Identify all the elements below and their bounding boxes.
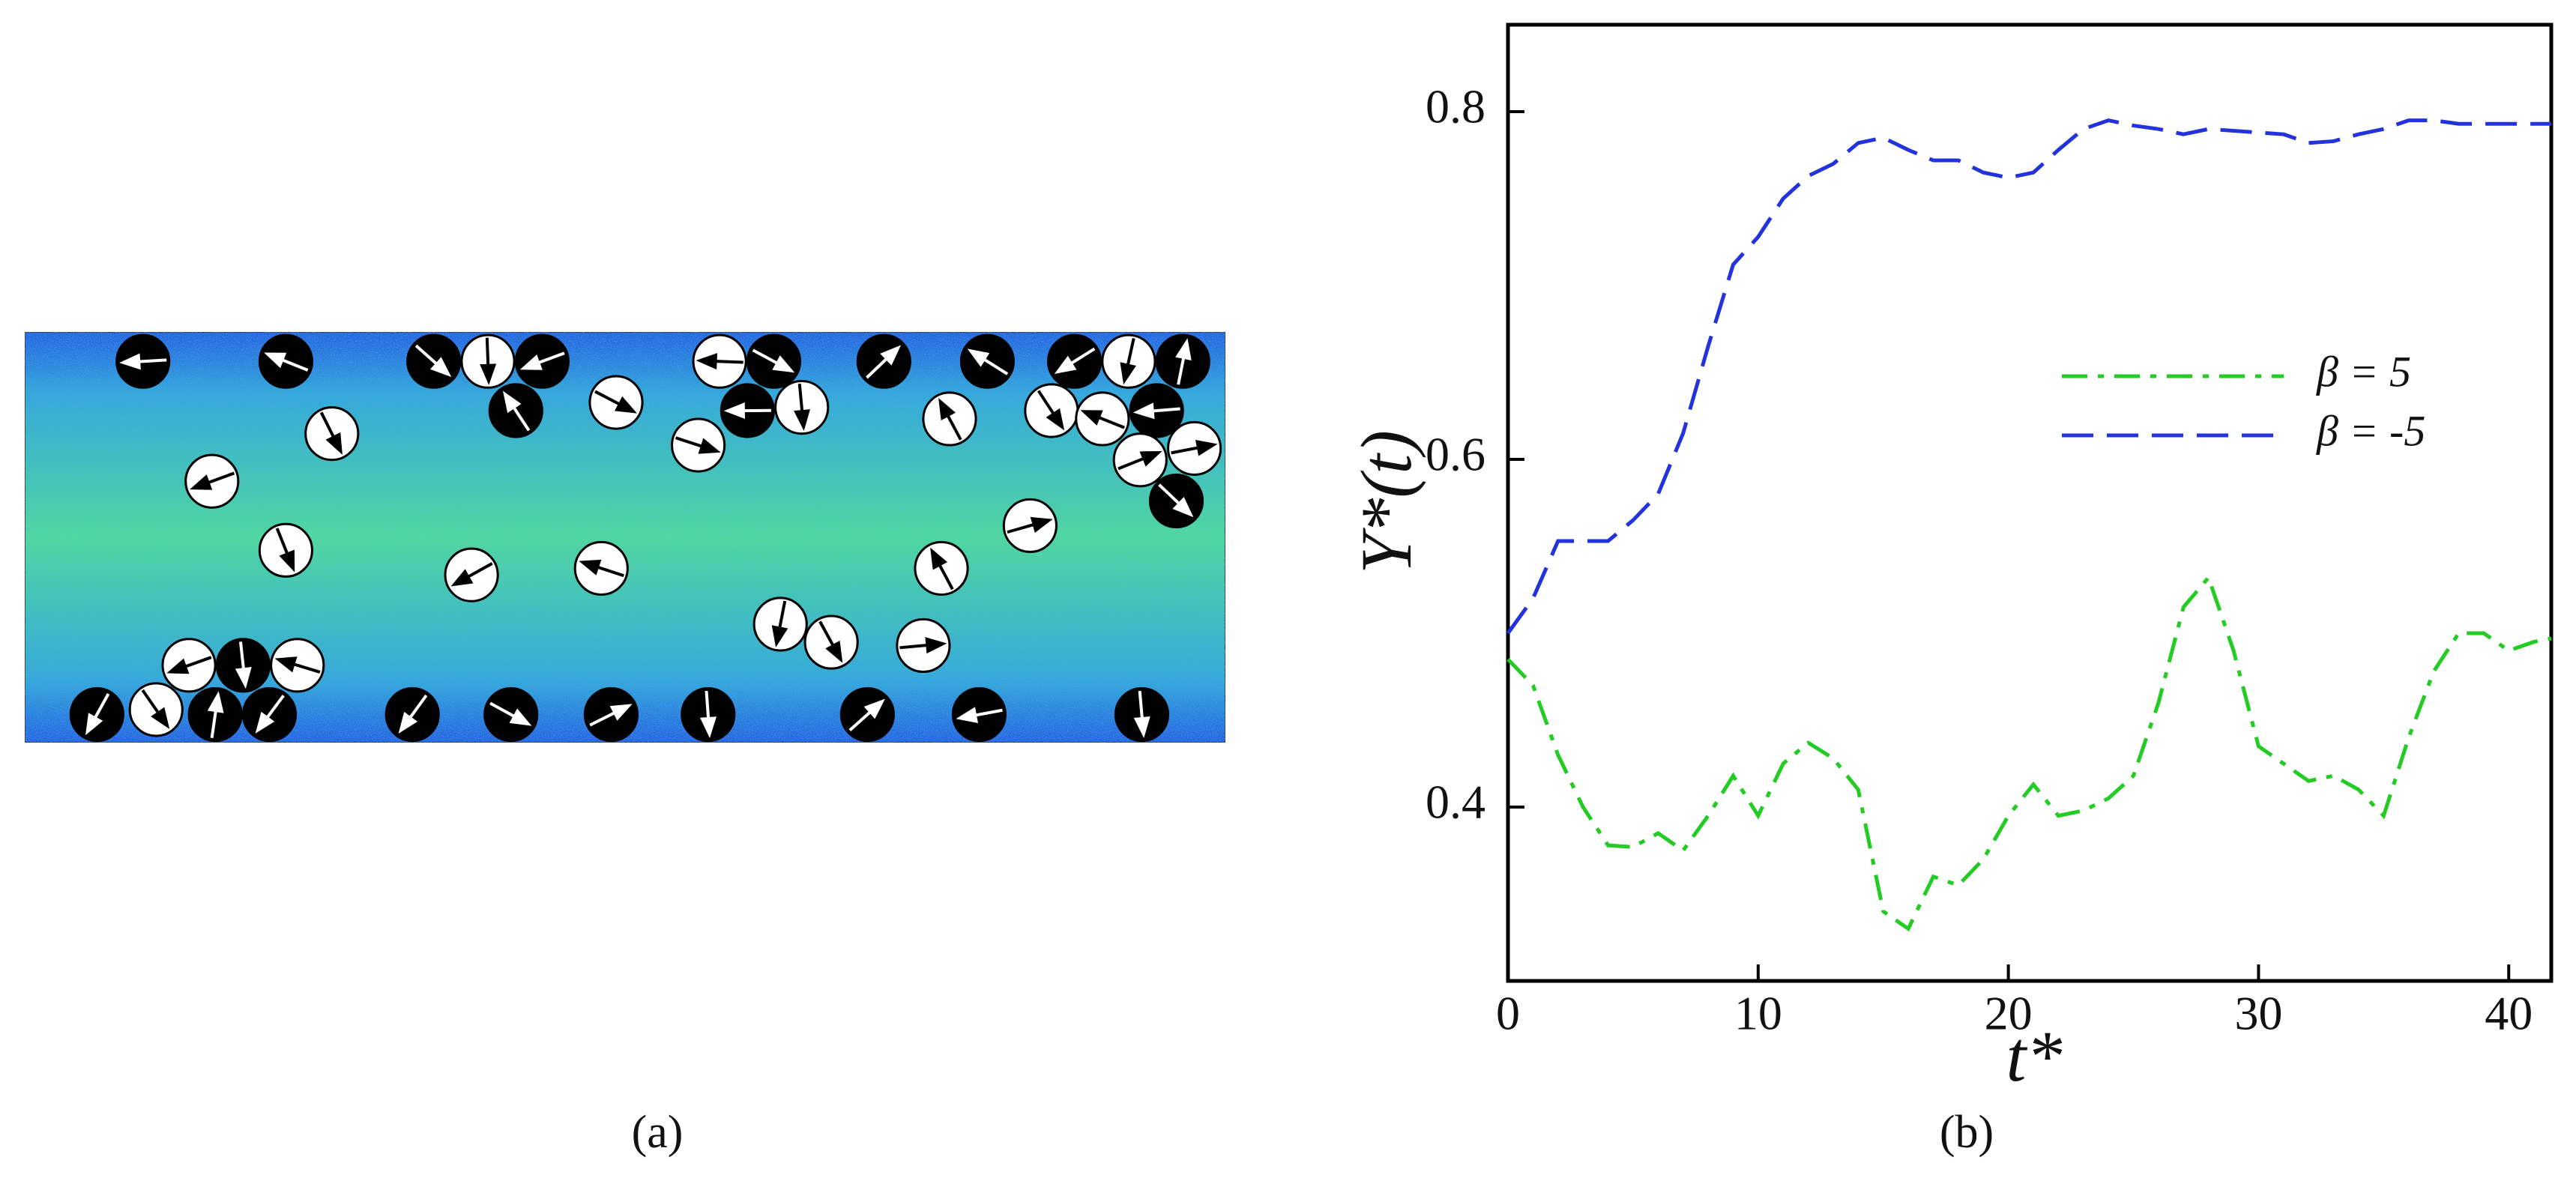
- particle: [217, 639, 269, 692]
- particle: [1115, 688, 1168, 740]
- particle: [754, 598, 806, 650]
- x-tick-label: 0: [1496, 987, 1520, 1040]
- y-axis-label: Y*(t): [1346, 430, 1426, 574]
- particle: [585, 688, 637, 740]
- particle: [485, 688, 537, 740]
- particle: [1004, 499, 1056, 552]
- particle: [271, 639, 324, 692]
- particle: [1114, 434, 1166, 486]
- particle: [489, 384, 542, 437]
- particle: [70, 688, 123, 740]
- y-tick-label: 0.6: [1426, 428, 1485, 481]
- particle: [841, 688, 893, 740]
- particle: [747, 335, 800, 387]
- particle: [1025, 384, 1078, 437]
- particle: [259, 335, 312, 387]
- particle: [857, 335, 910, 387]
- particle: [163, 639, 215, 692]
- caption-a: (a): [632, 1107, 684, 1158]
- particle: [386, 688, 438, 740]
- particle: [776, 381, 828, 434]
- particle: [953, 688, 1005, 740]
- particle: [805, 616, 857, 668]
- particle: [408, 335, 460, 387]
- x-axis-label: t*: [2006, 1016, 2063, 1096]
- particle: [1048, 335, 1100, 387]
- particle: [897, 619, 950, 671]
- y-tick-label: 0.8: [1426, 80, 1485, 133]
- particle: [445, 549, 498, 601]
- y-tick-label: 0.4: [1426, 776, 1485, 829]
- legend-label: β = -5: [2316, 406, 2425, 455]
- particle: [1168, 422, 1221, 474]
- particle: [575, 542, 627, 594]
- x-tick-label: 30: [2234, 987, 2282, 1040]
- particle: [516, 335, 568, 387]
- particle: [259, 524, 312, 576]
- particle: [672, 419, 725, 471]
- particle: [243, 688, 295, 740]
- particle: [306, 408, 358, 460]
- particle: [682, 688, 735, 740]
- particle: [130, 683, 182, 736]
- particle: [1150, 474, 1202, 527]
- particle: [961, 335, 1013, 387]
- caption-b: (b): [1940, 1107, 1994, 1158]
- x-tick-label: 10: [1734, 987, 1782, 1040]
- particle: [590, 376, 642, 429]
- particle-snapshot: [25, 332, 1225, 743]
- particle: [189, 688, 241, 740]
- legend-label: β = 5: [2316, 347, 2411, 396]
- series-line: [1508, 578, 2551, 929]
- particle: [721, 384, 773, 437]
- particle: [462, 335, 514, 387]
- particle: [693, 335, 746, 387]
- x-tick-label: 40: [2485, 987, 2533, 1040]
- particle: [1156, 335, 1209, 387]
- particle: [186, 455, 238, 507]
- particle: [1103, 335, 1155, 387]
- particle: [1076, 393, 1129, 445]
- particle: [117, 335, 169, 387]
- particle: [923, 393, 976, 445]
- particle: [1130, 384, 1183, 437]
- particle: [915, 542, 968, 594]
